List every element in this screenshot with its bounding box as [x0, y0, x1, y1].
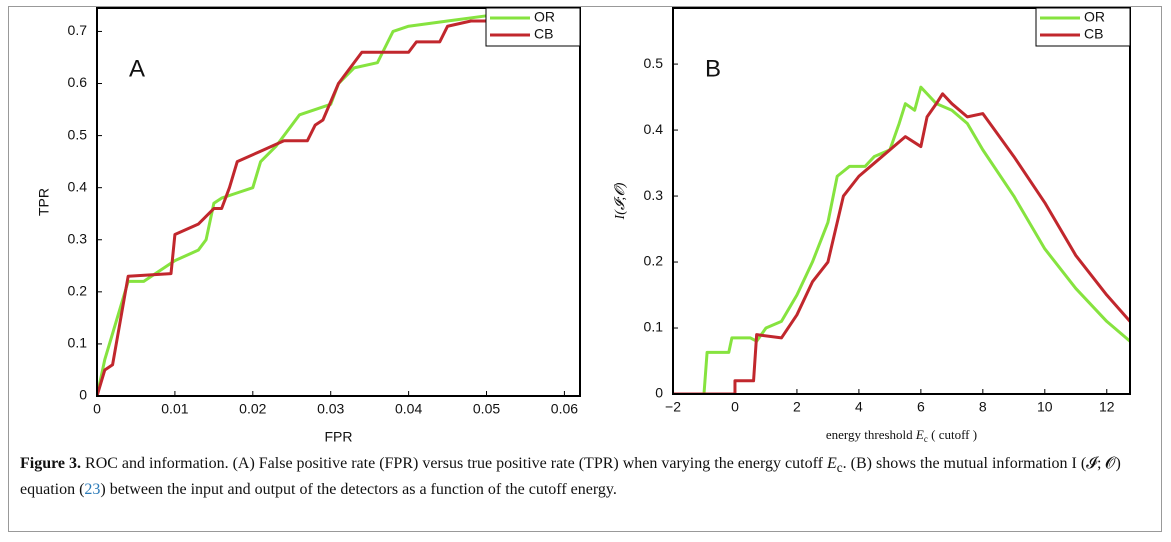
x-tick-label: 2: [793, 399, 801, 415]
y-tick-label: 0.2: [644, 253, 664, 269]
caption-text: ROC and information. (A) False positive …: [81, 455, 827, 472]
y-tick-label: 0.3: [68, 230, 88, 246]
y-tick-label: 0.5: [644, 55, 664, 71]
legend-label: OR: [534, 9, 555, 25]
y-tick-label: 0: [79, 387, 87, 403]
legend-label: OR: [1084, 9, 1105, 25]
y-axis-label: TPR: [36, 188, 52, 216]
caption-subscript: c: [836, 460, 843, 476]
legend-label: CB: [534, 26, 553, 42]
y-tick-label: 0.1: [68, 335, 88, 351]
y-tick-label: 0.7: [68, 22, 88, 38]
y-tick-label: 0.6: [68, 74, 88, 90]
y-tick-label: 0.3: [644, 187, 664, 203]
legend-box: [1035, 7, 1131, 47]
x-axis-label-text: energy threshold: [826, 427, 916, 442]
x-tick-label: 0.05: [473, 401, 500, 417]
x-tick-label: 0: [731, 399, 739, 415]
x-tick-label: 0.03: [317, 401, 344, 417]
data-line: [97, 8, 526, 396]
y-tick-label: 0.4: [644, 121, 664, 137]
x-axis-label-subscript: c: [924, 434, 928, 444]
x-tick-label: 4: [855, 399, 863, 415]
x-tick-label: 0: [93, 401, 101, 417]
data-line: [673, 85, 1130, 394]
y-axis-label: I(𝓘;𝓞): [613, 182, 628, 220]
x-tick-label: 12: [1099, 399, 1115, 415]
x-tick-label: −2: [665, 399, 681, 415]
caption-text: ) between the input and output of the de…: [100, 481, 617, 499]
panel-label: A: [129, 55, 145, 82]
x-axis-label-symbol: E: [915, 427, 924, 442]
x-tick-label: 6: [917, 399, 925, 415]
x-tick-label: 0.04: [395, 401, 422, 417]
x-tick-label: 10: [1037, 399, 1053, 415]
caption-reference[interactable]: 23: [84, 481, 101, 499]
caption-text: . (B) shows the mutual information I (𝓘;…: [20, 455, 1121, 499]
caption: Figure 3. ROC and information. (A) False…: [20, 453, 1150, 501]
caption-symbol: E: [826, 455, 837, 472]
panel-label: B: [705, 55, 721, 82]
x-axis-label: energy threshold Ec ( cutoff ): [826, 427, 977, 444]
figure: 0 0.1 0.2 0.3 0.4 0.5 0.6 0.7 0 0.01 0.02 0.03 0.04 0…: [36, 7, 1131, 445]
legend-label: CB: [1084, 26, 1103, 42]
x-tick-label: 0.06: [551, 401, 578, 417]
plot-frame: [96, 7, 581, 397]
caption-label: Figure 3.: [20, 455, 82, 472]
plot-frame: [672, 7, 1131, 395]
y-tick-label: 0.1: [644, 319, 664, 335]
y-tick-label: 0.5: [68, 126, 88, 142]
figure-frame: [8, 6, 1162, 532]
data-line: [97, 8, 535, 396]
data-line: [673, 92, 1130, 394]
x-tick-label: 0.02: [239, 401, 266, 417]
x-tick-label: 8: [979, 399, 987, 415]
y-tick-label: 0.2: [68, 283, 88, 299]
y-tick-label: 0: [655, 385, 663, 401]
y-tick-label: 0.4: [68, 178, 88, 194]
legend-box: [485, 7, 581, 47]
x-axis-label: FPR: [325, 429, 353, 445]
x-axis-label-suffix: ( cutoff ): [928, 427, 977, 442]
x-tick-label: 0.01: [161, 401, 188, 417]
